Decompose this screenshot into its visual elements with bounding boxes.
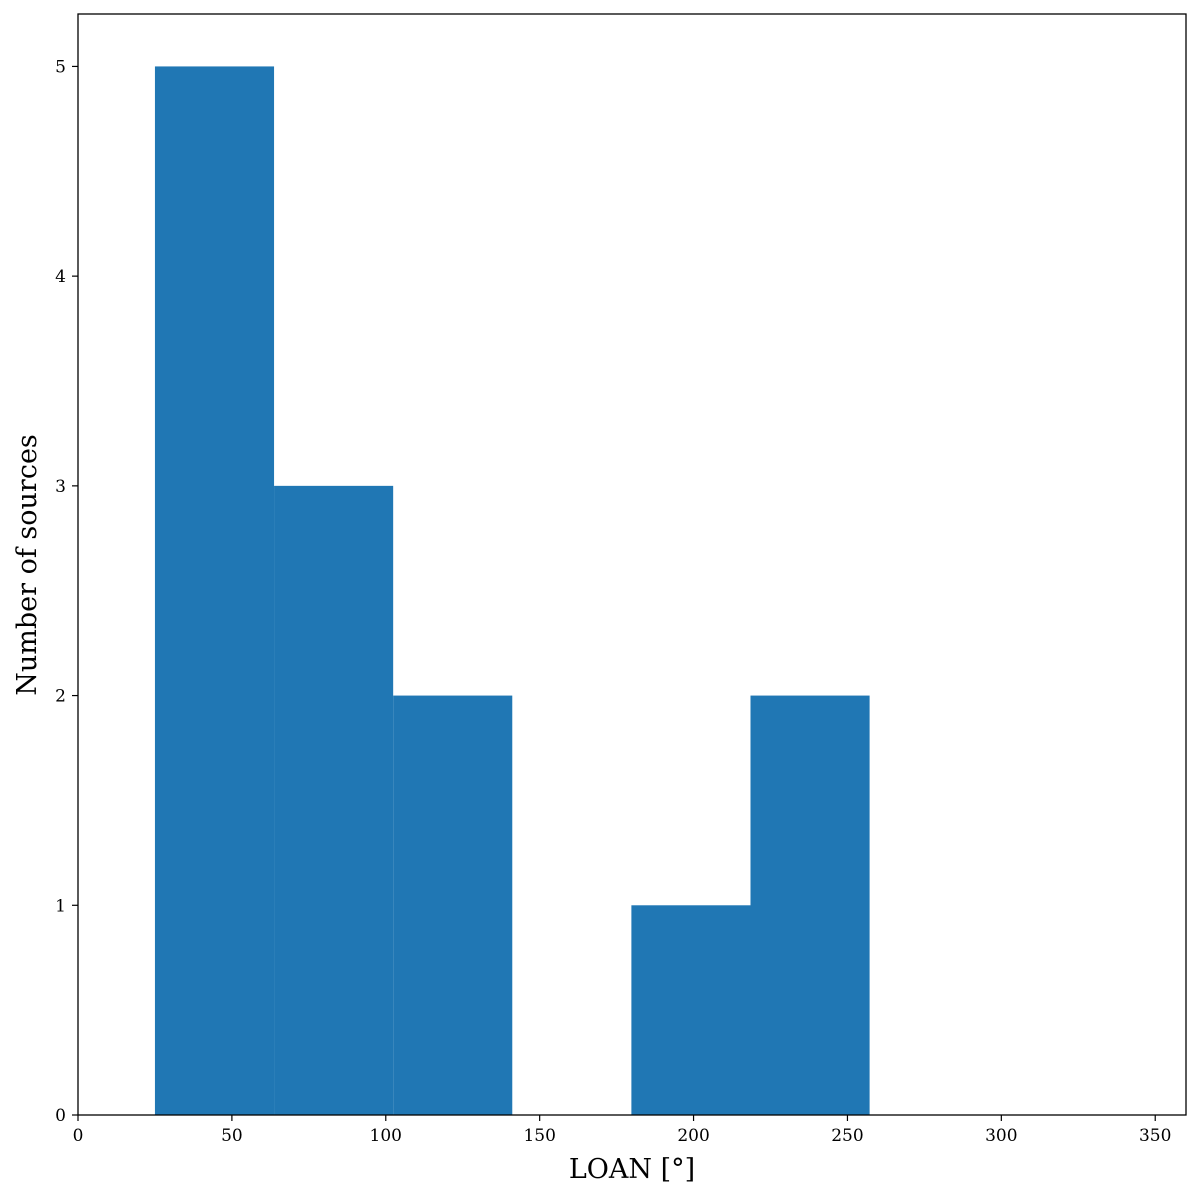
bar — [393, 695, 513, 1115]
x-tick-label: 0 — [73, 1126, 84, 1146]
x-axis-label: LOAN [°] — [569, 1154, 695, 1185]
y-axis-label: Number of sources — [12, 434, 43, 696]
x-tick-label: 100 — [370, 1126, 402, 1146]
x-tick-label: 50 — [221, 1126, 243, 1146]
x-tick-label: 350 — [1139, 1126, 1171, 1146]
bar — [154, 66, 275, 1115]
bar — [631, 905, 751, 1115]
bar — [750, 695, 870, 1115]
x-tick-label: 150 — [523, 1126, 555, 1146]
y-tick-label: 5 — [55, 57, 66, 77]
y-tick-label: 0 — [55, 1106, 66, 1126]
x-tick-label: 250 — [831, 1126, 863, 1146]
y-tick-label: 1 — [55, 896, 66, 916]
y-tick-label: 3 — [55, 477, 66, 497]
bar — [274, 485, 394, 1115]
x-tick-label: 200 — [677, 1126, 709, 1146]
plot-frame — [77, 13, 1187, 1116]
x-tick-label: 300 — [985, 1126, 1017, 1146]
y-tick-label: 4 — [55, 267, 66, 287]
y-tick-label: 2 — [55, 687, 66, 707]
